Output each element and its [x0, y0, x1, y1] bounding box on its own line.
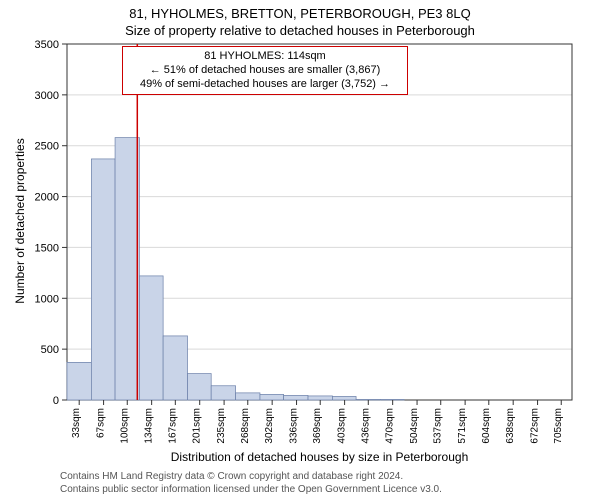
svg-text:268sqm: 268sqm: [240, 408, 251, 444]
svg-text:604sqm: 604sqm: [481, 408, 492, 444]
svg-text:571sqm: 571sqm: [457, 408, 468, 444]
svg-text:100sqm: 100sqm: [119, 408, 130, 444]
svg-text:134sqm: 134sqm: [144, 408, 155, 444]
svg-text:369sqm: 369sqm: [312, 408, 323, 444]
svg-text:336sqm: 336sqm: [289, 408, 300, 444]
svg-text:638sqm: 638sqm: [505, 408, 516, 444]
footer-attribution: Contains HM Land Registry data © Crown c…: [60, 470, 442, 496]
svg-text:302sqm: 302sqm: [264, 408, 275, 444]
annotation-line2: ← 51% of detached houses are smaller (3,…: [129, 64, 401, 78]
svg-text:2500: 2500: [35, 141, 59, 153]
svg-text:3500: 3500: [35, 39, 59, 51]
footer-line1: Contains HM Land Registry data © Crown c…: [60, 470, 442, 483]
svg-text:705sqm: 705sqm: [553, 408, 564, 444]
svg-text:33sqm: 33sqm: [71, 408, 82, 438]
svg-text:167sqm: 167sqm: [167, 408, 178, 444]
x-axis-label: Distribution of detached houses by size …: [67, 450, 572, 464]
svg-text:0: 0: [53, 395, 59, 407]
svg-text:403sqm: 403sqm: [337, 408, 348, 444]
svg-text:500: 500: [41, 344, 59, 356]
property-annotation-box: 81 HYHOLMES: 114sqm ← 51% of detached ho…: [122, 46, 408, 95]
svg-text:672sqm: 672sqm: [530, 408, 541, 444]
svg-text:470sqm: 470sqm: [385, 408, 396, 444]
svg-text:3000: 3000: [35, 90, 59, 102]
svg-text:1500: 1500: [35, 242, 59, 254]
annotation-line1: 81 HYHOLMES: 114sqm: [129, 50, 401, 64]
y-axis-label: Number of detached properties: [13, 131, 27, 311]
chart-container: 81, HYHOLMES, BRETTON, PETERBOROUGH, PE3…: [0, 0, 600, 500]
footer-line2: Contains public sector information licen…: [60, 483, 442, 496]
svg-text:235sqm: 235sqm: [216, 408, 227, 444]
svg-text:537sqm: 537sqm: [433, 408, 444, 444]
svg-text:436sqm: 436sqm: [360, 408, 371, 444]
svg-text:67sqm: 67sqm: [96, 408, 107, 438]
svg-text:504sqm: 504sqm: [409, 408, 420, 444]
svg-text:2000: 2000: [35, 192, 59, 204]
annotation-line3: 49% of semi-detached houses are larger (…: [129, 78, 401, 92]
svg-text:1000: 1000: [35, 293, 59, 305]
svg-text:201sqm: 201sqm: [192, 408, 203, 444]
